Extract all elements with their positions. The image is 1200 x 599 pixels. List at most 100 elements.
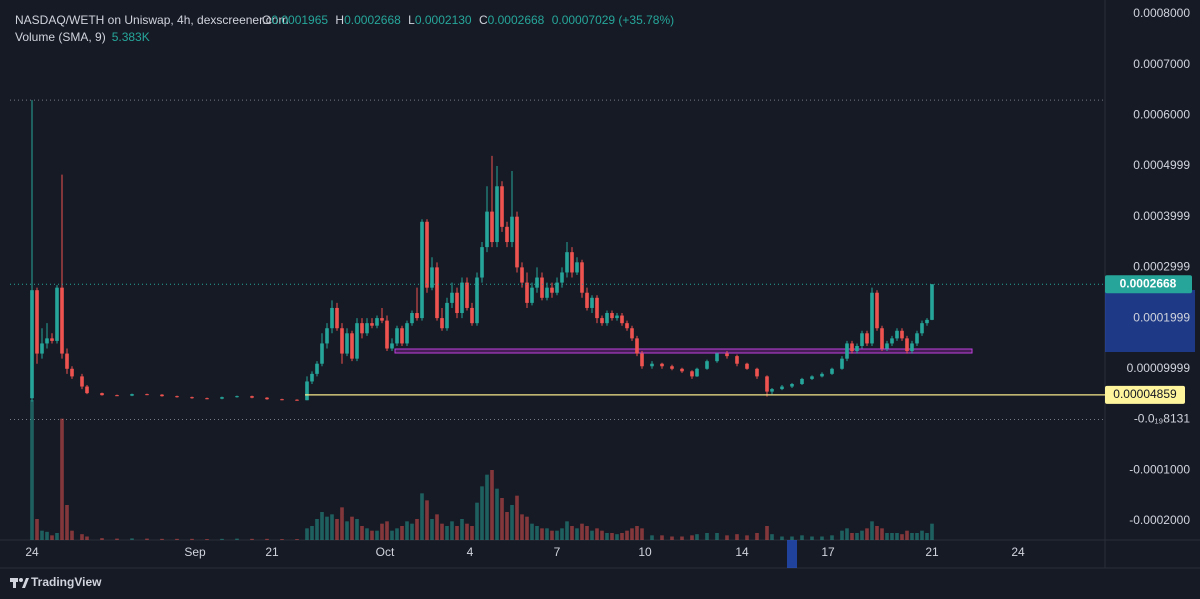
candle-body — [340, 328, 344, 354]
volume-bar — [650, 535, 654, 540]
volume-bar — [520, 514, 524, 540]
y-tick-label: 0.0007000 — [1133, 57, 1190, 71]
candle-body — [660, 363, 664, 367]
candle-body — [515, 216, 519, 268]
volume-bar — [220, 538, 224, 540]
candle-body — [365, 323, 369, 334]
ohlc-value: 0.0002130 — [415, 13, 472, 27]
candle-body — [830, 368, 834, 374]
volume-bar — [340, 507, 344, 540]
volume-bar — [70, 530, 74, 540]
volume-bar — [55, 533, 59, 540]
x-tick-label: 10 — [638, 545, 652, 559]
header-ohlc: O0.0001965 H0.0002668 L0.0002130 C0.0002… — [262, 13, 674, 27]
candle-body — [380, 318, 384, 321]
time-range-highlight — [787, 540, 797, 568]
volume-bar — [320, 512, 324, 540]
candle-body — [560, 272, 564, 283]
candle-body — [335, 307, 339, 329]
volume-bar — [250, 538, 254, 540]
candle-body — [855, 345, 859, 352]
volume-bar — [800, 535, 804, 540]
volume-bar — [590, 530, 594, 540]
candle-body — [865, 333, 869, 344]
volume-bar — [235, 538, 239, 540]
volume-bar — [575, 528, 579, 540]
volume-bar — [870, 521, 874, 540]
x-tick-label: 24 — [25, 545, 39, 559]
candle-body — [875, 292, 879, 329]
candle-body — [595, 297, 599, 319]
volume-bar — [780, 536, 784, 540]
candle-body — [115, 395, 119, 397]
candle-body — [570, 252, 574, 273]
volume-bar — [330, 514, 334, 540]
volume-bar — [35, 519, 39, 540]
candle-body — [550, 287, 554, 293]
candle-body — [455, 292, 459, 314]
volume-bar — [635, 526, 639, 540]
candle-body — [370, 323, 374, 326]
candle-body — [880, 328, 884, 349]
ohlc-value: 0.0002668 — [488, 13, 545, 27]
volume-bar — [860, 530, 864, 540]
volume-bar — [625, 530, 629, 540]
volume-bar — [500, 498, 504, 540]
volume-bar — [525, 516, 529, 540]
symbol: NASDAQ/WETH on Uniswap, 4h, dexscreener.… — [15, 13, 288, 27]
volume-bar — [450, 521, 454, 540]
candle-body — [400, 328, 404, 344]
volume-bar — [310, 526, 314, 540]
volume-bar — [295, 539, 299, 540]
volume-bar — [595, 528, 599, 540]
volume-bar — [445, 526, 449, 540]
volume-bar — [735, 534, 739, 540]
volume-bar — [600, 530, 604, 540]
volume-bar — [925, 533, 929, 540]
candle-body — [520, 267, 524, 283]
candle-body — [925, 319, 929, 324]
volume-bar — [370, 530, 374, 540]
brand: TradingView — [31, 575, 102, 589]
candle-body — [505, 226, 509, 243]
candle-body — [615, 315, 619, 319]
candle-body — [790, 383, 794, 387]
volume-bar — [30, 400, 34, 540]
volume-bar — [615, 534, 619, 540]
volume-bar — [385, 521, 389, 540]
candle-body — [425, 221, 429, 288]
candle-body — [810, 376, 814, 379]
candle-body — [580, 262, 584, 293]
volume-bar — [550, 530, 554, 540]
candle-body — [45, 338, 49, 344]
price-range-highlight — [1105, 290, 1195, 352]
candle-body — [420, 221, 424, 319]
candle-body — [295, 399, 299, 401]
candle-body — [590, 297, 594, 308]
candle-body — [360, 323, 364, 334]
candle-body — [445, 302, 449, 329]
x-tick-label: 21 — [925, 545, 939, 559]
volume-bar — [545, 528, 549, 540]
y-tick-label: 0.0003999 — [1133, 209, 1190, 223]
candle-body — [885, 343, 889, 349]
volume-bar — [175, 538, 179, 540]
candle-body — [265, 397, 269, 400]
candle-body — [235, 396, 239, 398]
volume-bar — [365, 528, 369, 540]
candle-body — [585, 292, 589, 308]
candle-body — [565, 252, 569, 273]
candle-body — [630, 328, 634, 339]
ohlc-label: O — [262, 13, 271, 27]
volume-bar — [555, 530, 559, 540]
volume-bar — [885, 533, 889, 540]
candle-body — [415, 313, 419, 319]
volume-bar — [770, 534, 774, 540]
volume-bar — [490, 470, 494, 540]
candle-body — [175, 396, 179, 398]
volume-bar — [640, 528, 644, 540]
x-tick-label: 7 — [554, 545, 561, 559]
candle-body — [870, 292, 874, 344]
candle-body — [35, 290, 39, 354]
candle-body — [475, 277, 479, 324]
